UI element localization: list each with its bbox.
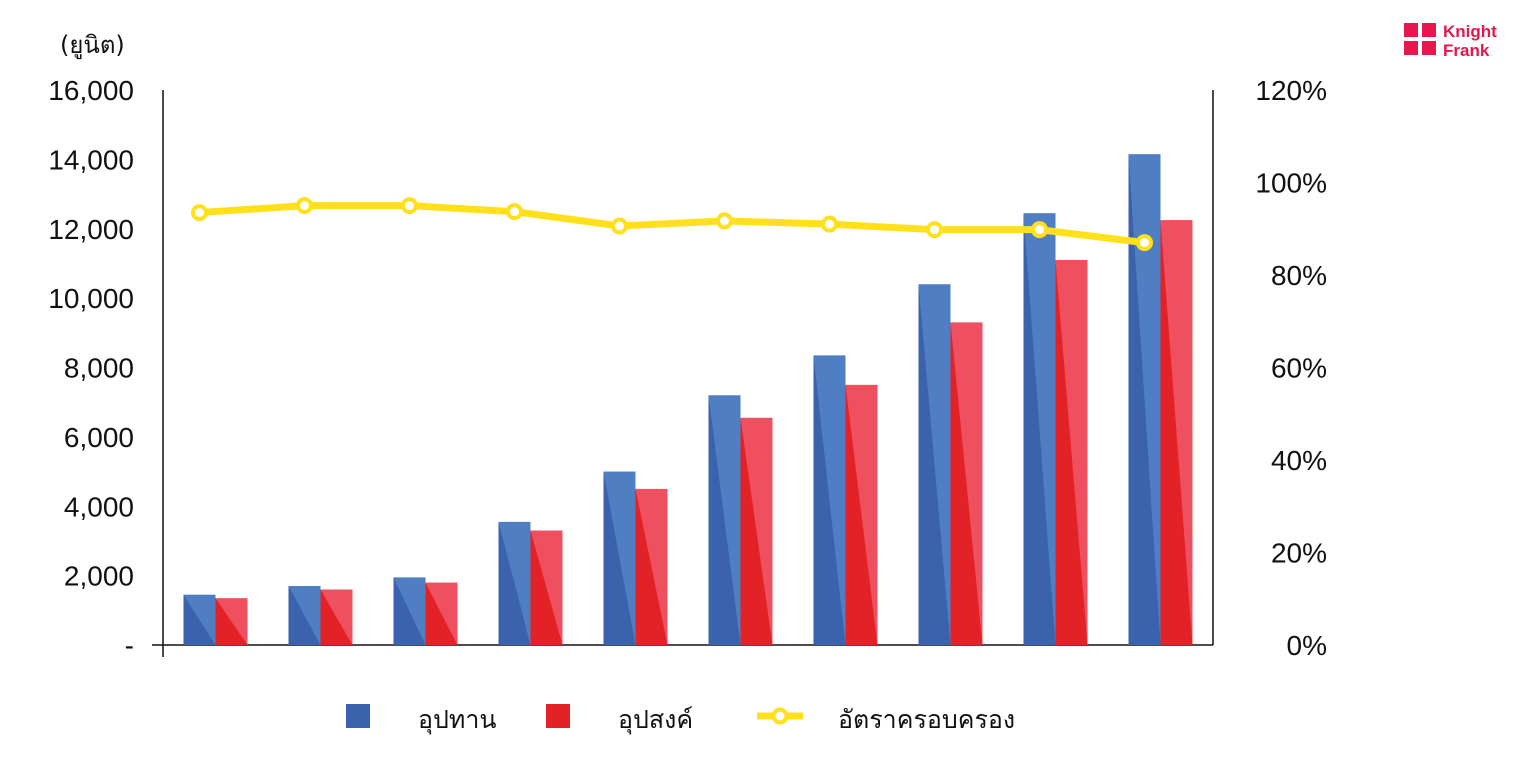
bars (183, 154, 1193, 645)
occupancy-point (926, 221, 943, 239)
logo-mark-notch (1418, 44, 1422, 52)
y2-tick-label: 60% (1271, 353, 1327, 384)
supply-bar (498, 521, 531, 645)
occupancy-point (716, 212, 733, 230)
supply-bar (708, 395, 741, 645)
y-axis-ticks: - 2,000 4,000 6,000 8,000 10,000 12,000 14,000 1… (48, 75, 134, 661)
y-tick-label: 2,000 (64, 561, 134, 592)
y-tick-label: 10,000 (48, 283, 134, 314)
supply-bar (183, 594, 216, 645)
supply-bar (918, 284, 951, 645)
demand-bar (635, 488, 668, 645)
occupancy-point (821, 215, 838, 233)
legend-swatch-supply (346, 704, 370, 728)
demand-bar (530, 530, 563, 645)
logo-mark-square (1404, 41, 1418, 55)
occupancy-point (401, 197, 418, 215)
occupancy-point (1136, 234, 1153, 252)
supply-bar (813, 355, 846, 645)
y2-tick-label: 40% (1271, 445, 1327, 476)
y2-tick-label: 20% (1271, 538, 1327, 569)
demand-bar (950, 322, 983, 645)
logo-text-frank: Frank (1443, 41, 1490, 60)
legend-swatch-demand (546, 704, 570, 728)
demand-bar (740, 417, 773, 645)
y2-tick-label: 80% (1271, 260, 1327, 291)
knight-frank-logo-mark-icon (1404, 23, 1436, 55)
demand-bar (845, 384, 878, 645)
y-axis-unit-label: (ยูนิต) (60, 31, 125, 60)
supply-bar (1023, 213, 1056, 645)
supply-bar (393, 577, 426, 645)
legend-label-supply: อุปทาน (418, 705, 497, 735)
occupancy-point (296, 197, 313, 215)
y-tick-label: 6,000 (64, 422, 134, 453)
demand-bar (320, 589, 353, 645)
knight-frank-logo: Knight Frank (1404, 22, 1497, 60)
occupancy-point (1031, 221, 1048, 239)
occupancy-point (191, 204, 208, 222)
logo-mark-notch (1418, 26, 1422, 34)
y2-tick-label: 120% (1255, 75, 1327, 106)
logo-mark-square (1404, 23, 1418, 37)
logo-text-knight: Knight (1443, 22, 1497, 41)
legend: อุปทาน อุปสงค์ อัตราครอบครอง (346, 704, 1015, 735)
supply-bar (603, 471, 636, 645)
demand-bar (215, 598, 248, 645)
y-tick-label: 8,000 (64, 353, 134, 384)
y2-tick-label: 100% (1255, 168, 1327, 199)
supply-bar (1128, 154, 1161, 645)
y2-axis-ticks: 0% 20% 40% 60% 80% 100% 120% (1255, 75, 1327, 661)
demand-bar (1160, 220, 1193, 645)
y-tick-label: - (125, 630, 134, 661)
legend-label-demand: อุปสงค์ (618, 705, 693, 735)
occupancy-line-path (199, 202, 1145, 247)
y-tick-label: 12,000 (48, 214, 134, 245)
occupancy-line (191, 197, 1153, 252)
y-tick-label: 16,000 (48, 75, 134, 106)
y-tick-label: 4,000 (64, 491, 134, 522)
demand-bar (425, 582, 458, 645)
occupancy-point (506, 203, 523, 221)
legend-label-occupancy: อัตราครอบครอง (838, 705, 1015, 734)
y-tick-label: 14,000 (48, 144, 134, 175)
y2-tick-label: 0% (1287, 630, 1327, 661)
legend-marker-occupancy (771, 707, 789, 725)
logo-mark-square (1422, 23, 1436, 37)
logo-mark-square (1422, 41, 1436, 55)
supply-bar (288, 586, 321, 645)
occupancy-point (611, 217, 628, 235)
demand-bar (1055, 259, 1088, 645)
